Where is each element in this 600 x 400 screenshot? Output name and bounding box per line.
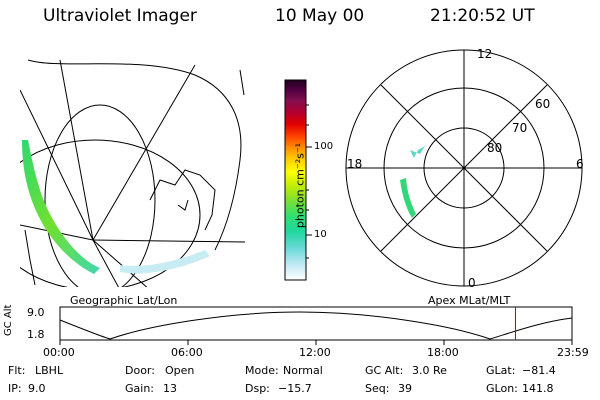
- gain-value: 13: [163, 382, 177, 395]
- time-label: 21:20:52 UT: [430, 6, 535, 26]
- lat-label-70: 70: [512, 121, 528, 135]
- alt-tick-9: 9.0: [27, 306, 45, 319]
- dsp-label: Dsp:: [245, 382, 270, 395]
- time-tick-1200: 12:00: [299, 346, 331, 359]
- apex-label: Apex MLat/MLT: [428, 294, 511, 307]
- colorbar-tick-100: 100: [314, 141, 334, 152]
- lat-label-60: 60: [535, 97, 551, 111]
- mlt-label-0: 0: [468, 276, 476, 290]
- dsp-value: −15.7: [278, 382, 312, 395]
- time-tick-0600: 06:00: [171, 346, 203, 359]
- door-value: Open: [165, 364, 195, 377]
- seq-value: 39: [398, 382, 412, 395]
- mode-value: Normal: [283, 364, 323, 377]
- geographic-label: Geographic Lat/Lon: [70, 294, 178, 307]
- glon-label: GLon:: [486, 382, 518, 395]
- alt-tick-1-8: 1.8: [27, 328, 45, 341]
- gc-alt-axis-label: GC Alt: [3, 304, 14, 336]
- time-tick-1800: 18:00: [427, 346, 459, 359]
- date-label: 10 May 00: [275, 6, 365, 26]
- time-tick-0000: 00:00: [43, 346, 75, 359]
- glon-value: 141.8: [522, 382, 554, 395]
- colorbar-tick-10: 10: [314, 229, 327, 240]
- door-label: Door:: [125, 364, 155, 377]
- gain-label: Gain:: [125, 382, 154, 395]
- seq-label: Seq:: [365, 382, 390, 395]
- gcalt-value: 3.0 Re: [412, 364, 447, 377]
- mlt-label-6: 6: [576, 157, 584, 171]
- flt-label: Flt:: [8, 364, 26, 377]
- mlt-label-18: 18: [347, 157, 363, 171]
- glat-label: GLat:: [486, 364, 516, 377]
- ip-value: 9.0: [28, 382, 46, 395]
- mlt-label-12: 12: [477, 47, 493, 61]
- instrument-title: Ultraviolet Imager: [43, 6, 197, 26]
- flt-value: LBHL: [35, 364, 64, 377]
- glat-value: −81.4: [522, 364, 556, 377]
- mode-label: Mode:: [245, 364, 279, 377]
- time-tick-2359: 23:59: [557, 346, 589, 359]
- lat-label-80: 80: [487, 141, 503, 155]
- ip-label: IP:: [8, 382, 22, 395]
- gcalt-label: GC Alt:: [365, 364, 404, 377]
